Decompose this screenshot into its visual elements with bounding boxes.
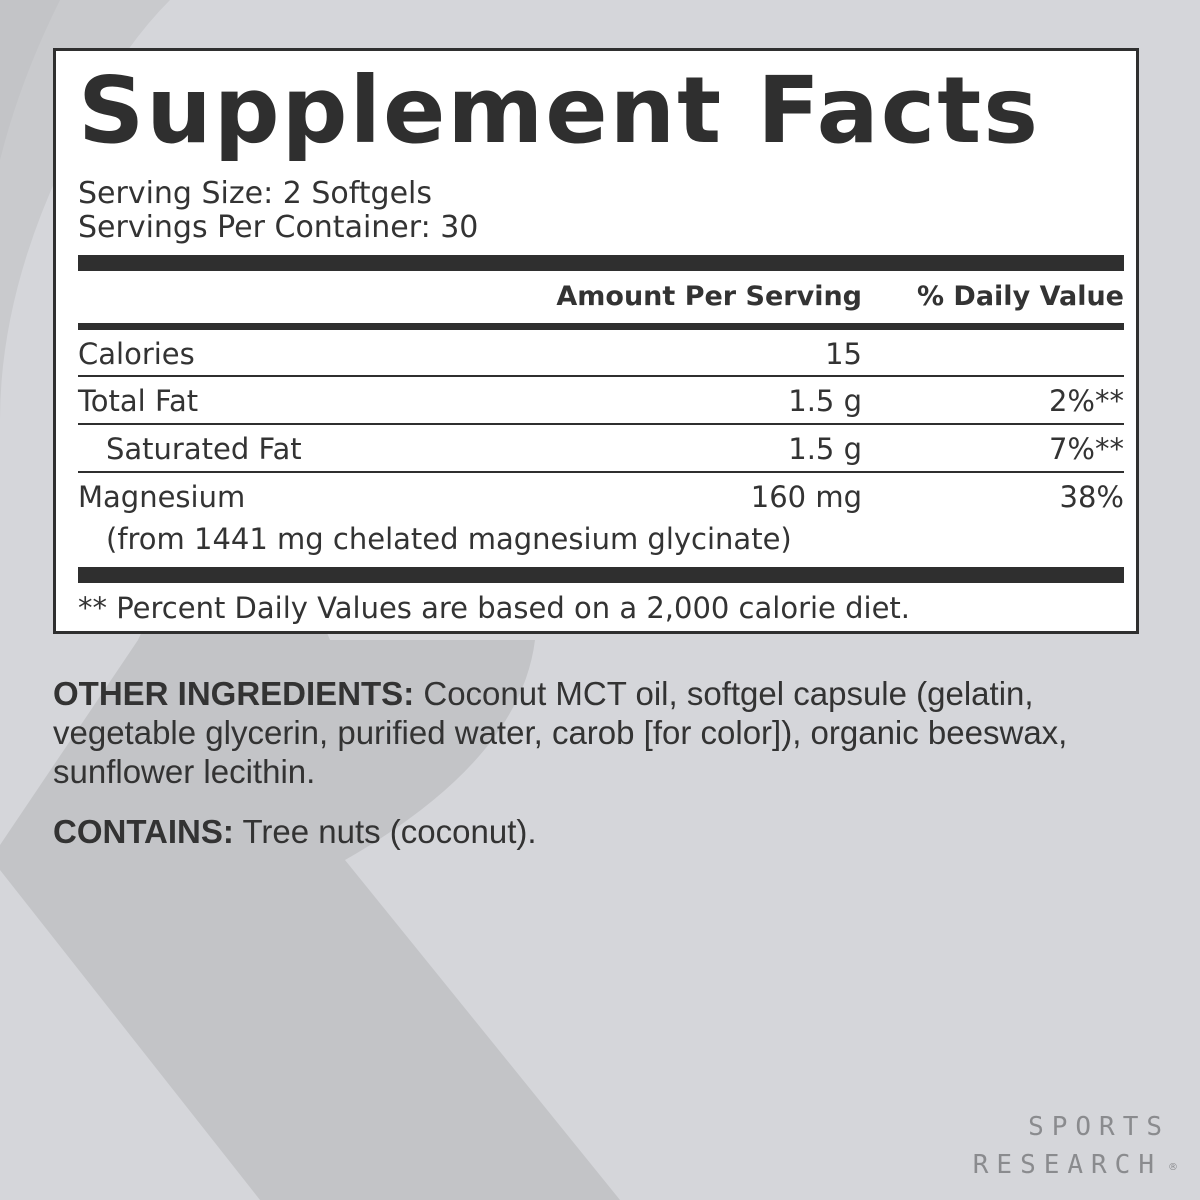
table-row: Calories 15: [78, 334, 1124, 374]
contains-label: CONTAINS:: [53, 813, 234, 850]
table-row: Saturated Fat 1.5 g 7%**: [78, 429, 1124, 469]
serving-size: Serving Size: 2 Softgels: [78, 176, 433, 211]
brand-logo-line1: SPORTS: [1028, 1112, 1170, 1142]
row-divider: [78, 423, 1124, 425]
table-row: Total Fat 1.5 g 2%**: [78, 381, 1124, 421]
row-dv: 38%: [1059, 480, 1124, 514]
table-row: Magnesium 160 mg 38%: [78, 477, 1124, 517]
row-amount: 1.5 g: [788, 432, 862, 466]
other-ingredients-label: OTHER INGREDIENTS:: [53, 675, 415, 712]
servings-per-container: Servings Per Container: 30: [78, 210, 479, 245]
contains: CONTAINS: Tree nuts (coconut).: [53, 812, 1143, 851]
row-amount: 160 mg: [750, 480, 862, 514]
row-divider: [78, 471, 1124, 473]
table-row-sub: (from 1441 mg chelated magnesium glycina…: [78, 519, 1124, 559]
row-name: Total Fat: [78, 384, 199, 418]
row-name: Calories: [78, 337, 195, 371]
contains-text: Tree nuts (coconut).: [233, 813, 537, 850]
header-amount: Amount Per Serving: [556, 281, 862, 312]
thick-divider: [78, 567, 1124, 583]
row-name: Saturated Fat: [106, 432, 302, 466]
row-sub: (from 1441 mg chelated magnesium glycina…: [106, 522, 792, 556]
other-ingredients-text: Coconut MCT oil, softgel capsule (gelati…: [53, 675, 1068, 790]
supplement-facts-panel: Supplement Facts Serving Size: 2 Softgel…: [53, 48, 1139, 634]
row-divider: [78, 375, 1124, 377]
row-dv: 2%**: [1048, 384, 1124, 418]
footnote: ** Percent Daily Values are based on a 2…: [78, 591, 911, 625]
row-amount: 15: [825, 337, 862, 371]
other-ingredients: OTHER INGREDIENTS: Coconut MCT oil, soft…: [53, 674, 1143, 791]
row-dv: 7%**: [1048, 432, 1124, 466]
thick-divider: [78, 255, 1124, 271]
medium-divider: [78, 323, 1124, 330]
registered-mark: ®: [1168, 1162, 1178, 1173]
panel-title: Supplement Facts: [78, 57, 1040, 164]
row-amount: 1.5 g: [788, 384, 862, 418]
brand-logo-line2: RESEARCH: [972, 1150, 1162, 1180]
header-daily-value: % Daily Value: [916, 281, 1124, 312]
row-name: Magnesium: [78, 480, 246, 514]
table-header: Amount Per Serving % Daily Value: [78, 277, 1124, 317]
